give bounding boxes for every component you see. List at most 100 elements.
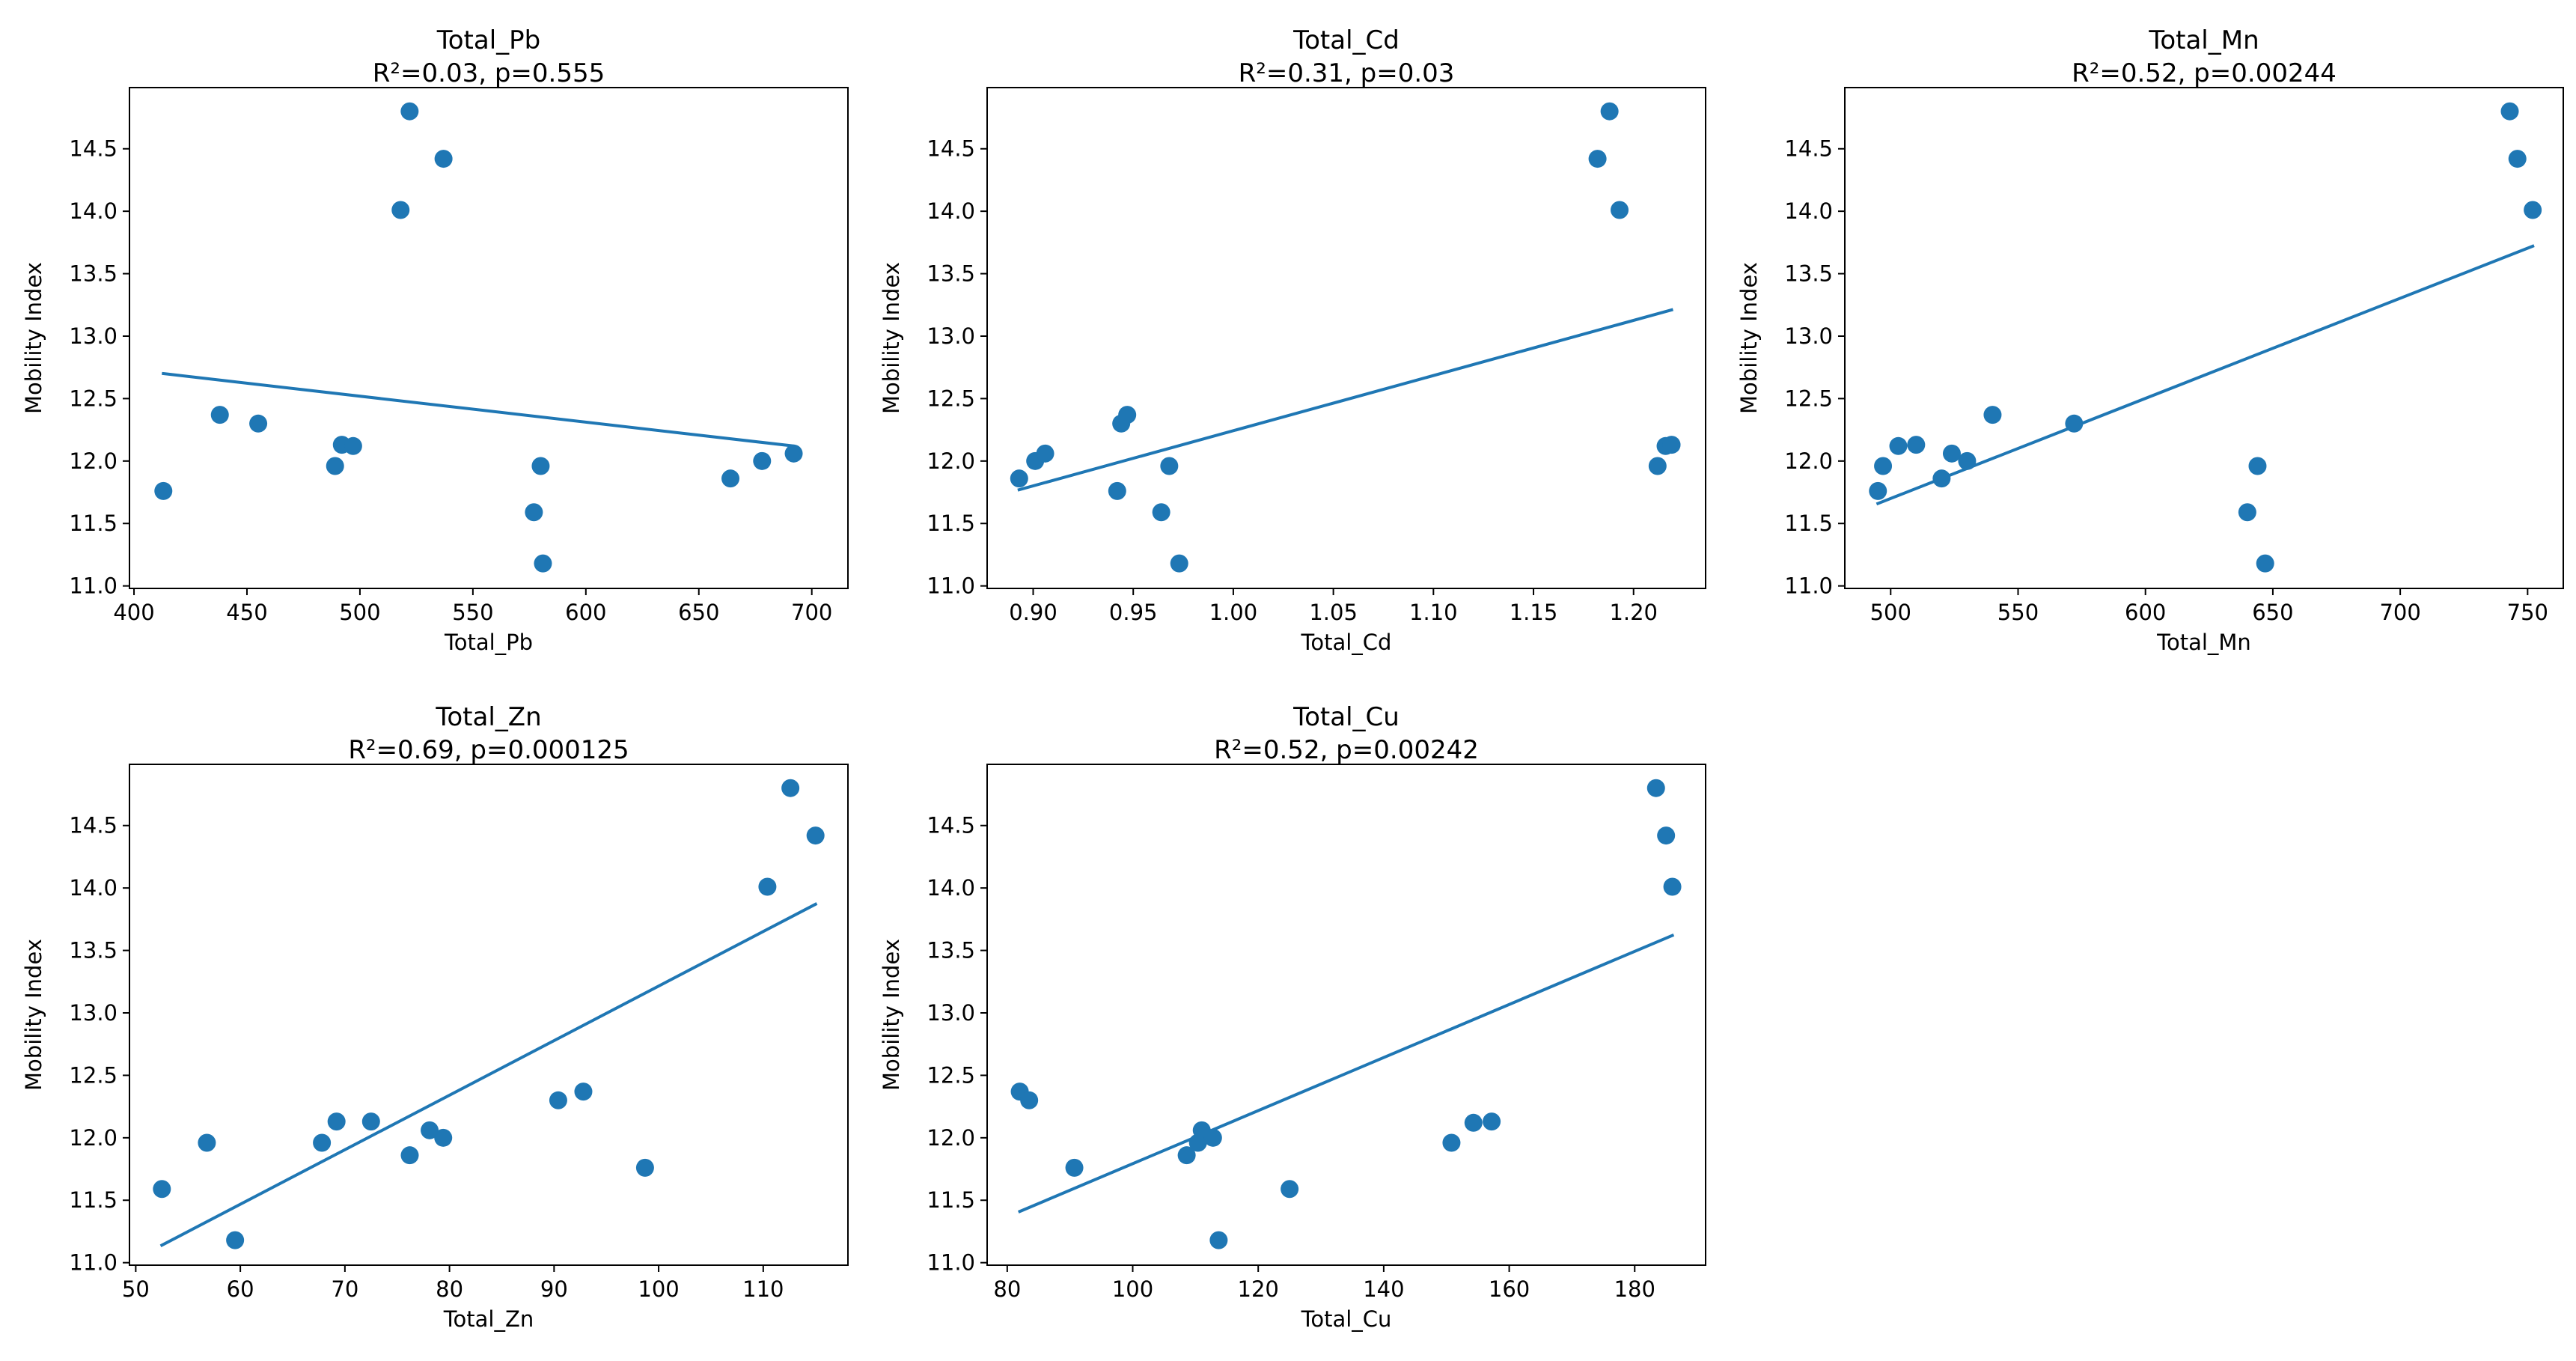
scatter-point xyxy=(1932,469,1951,488)
scatter-point xyxy=(1442,1133,1461,1152)
y-tick-label: 13.0 xyxy=(69,323,117,349)
y-axis-label: Mobility Index xyxy=(879,262,904,414)
x-tick-label: 120 xyxy=(1238,1276,1279,1302)
x-tick-label: 600 xyxy=(2125,600,2166,625)
x-tick-label: 400 xyxy=(113,600,154,625)
y-tick-label: 11.5 xyxy=(69,511,117,536)
subplot-stats: R²=0.03, p=0.555 xyxy=(373,58,605,88)
scatter-point xyxy=(1874,457,1893,475)
subplot-stats: R²=0.52, p=0.00244 xyxy=(2072,58,2337,88)
subplot-title: Total_Cd xyxy=(1292,25,1400,55)
axes-frame xyxy=(986,764,1706,1266)
x-tick-label: 160 xyxy=(1489,1276,1530,1302)
x-tick-label: 1.05 xyxy=(1309,600,1358,625)
x-tick-label: 750 xyxy=(2507,600,2548,625)
scatter-point xyxy=(2500,102,2519,121)
x-tick-label: 700 xyxy=(791,600,832,625)
scatter-point xyxy=(784,444,803,463)
y-axis-label: Mobility Index xyxy=(21,262,46,414)
x-tick-label: 450 xyxy=(226,600,267,625)
subplot-stats: R²=0.31, p=0.03 xyxy=(1239,58,1455,88)
scatter-point xyxy=(326,457,344,475)
x-tick-label: 1.00 xyxy=(1209,600,1258,625)
scatter-point xyxy=(1663,877,1682,896)
subplot-title: Total_Zn xyxy=(435,702,541,732)
scatter-point xyxy=(313,1133,332,1152)
x-tick-label: 110 xyxy=(742,1276,784,1302)
y-tick-label: 12.0 xyxy=(69,1125,117,1151)
y-tick-label: 11.5 xyxy=(927,1187,975,1213)
scatter-point xyxy=(1958,451,1977,470)
regression-line xyxy=(159,902,818,1248)
axes-frame xyxy=(129,764,849,1266)
scatter-point xyxy=(198,1133,216,1152)
scatter-point xyxy=(531,457,550,475)
scatter-point xyxy=(1177,1146,1196,1165)
scatter-point xyxy=(635,1158,654,1177)
scatter-point xyxy=(574,1083,593,1101)
scatter-point xyxy=(434,1128,453,1147)
x-axis-label: Total_Cd xyxy=(1301,630,1392,655)
scatter-point xyxy=(2256,554,2274,573)
y-tick-label: 11.0 xyxy=(1784,573,1833,599)
scatter-point xyxy=(154,481,173,500)
x-tick-label: 50 xyxy=(122,1276,150,1302)
y-tick-label: 13.5 xyxy=(69,938,117,963)
scatter-point xyxy=(525,503,543,522)
y-tick-label: 14.5 xyxy=(927,813,975,838)
y-tick-label: 12.5 xyxy=(927,386,975,411)
scatter-point xyxy=(1160,457,1179,475)
y-tick-label: 13.0 xyxy=(1784,323,1833,349)
x-axis-label: Total_Cu xyxy=(1301,1306,1392,1332)
scatter-point xyxy=(1020,1091,1039,1109)
scatter-point xyxy=(434,150,453,168)
x-axis-label: Total_Zn xyxy=(443,1306,534,1332)
subplot-title: Total_Mn xyxy=(2148,25,2259,55)
regression-line xyxy=(1017,308,1673,492)
axes-frame xyxy=(129,87,849,589)
scatter-point xyxy=(344,436,362,455)
x-tick-label: 600 xyxy=(565,600,606,625)
x-tick-label: 1.20 xyxy=(1609,600,1658,625)
scatter-point xyxy=(1281,1180,1299,1199)
scatter-point xyxy=(1108,481,1126,500)
scatter-point xyxy=(1483,1112,1501,1131)
scatter-point xyxy=(1588,150,1607,168)
x-tick-label: 80 xyxy=(436,1276,463,1302)
x-tick-label: 550 xyxy=(1997,600,2039,625)
x-tick-label: 550 xyxy=(452,600,493,625)
x-tick-label: 80 xyxy=(993,1276,1021,1302)
scatter-point xyxy=(721,469,740,488)
scatter-point xyxy=(1010,469,1028,488)
scatter-point xyxy=(1209,1231,1228,1249)
scatter-point xyxy=(1889,436,1908,455)
y-axis-label: Mobility Index xyxy=(879,939,904,1091)
y-tick-label: 14.0 xyxy=(927,875,975,901)
x-tick-label: 1.15 xyxy=(1510,600,1558,625)
x-tick-label: 500 xyxy=(1870,600,1911,625)
scatter-point xyxy=(1600,102,1619,121)
scatter-point xyxy=(327,1112,346,1131)
regression-line xyxy=(1875,244,2535,506)
x-axis-label: Total_Mn xyxy=(2156,630,2251,655)
x-tick-label: 90 xyxy=(540,1276,568,1302)
y-tick-label: 14.5 xyxy=(1784,136,1833,162)
y-tick-label: 11.5 xyxy=(927,511,975,536)
y-tick-label: 12.5 xyxy=(69,1062,117,1088)
scatter-point xyxy=(753,451,772,470)
y-tick-label: 14.0 xyxy=(927,198,975,224)
scatter-point xyxy=(1611,201,1629,219)
y-tick-label: 13.0 xyxy=(927,1000,975,1026)
y-tick-label: 12.0 xyxy=(69,448,117,474)
x-axis-label: Total_Pb xyxy=(444,630,533,655)
scatter-point xyxy=(1869,481,1887,500)
scatter-point xyxy=(421,1121,439,1139)
y-tick-label: 12.5 xyxy=(1784,386,1833,411)
y-tick-label: 11.0 xyxy=(69,573,117,599)
scatter-point xyxy=(1648,457,1667,475)
